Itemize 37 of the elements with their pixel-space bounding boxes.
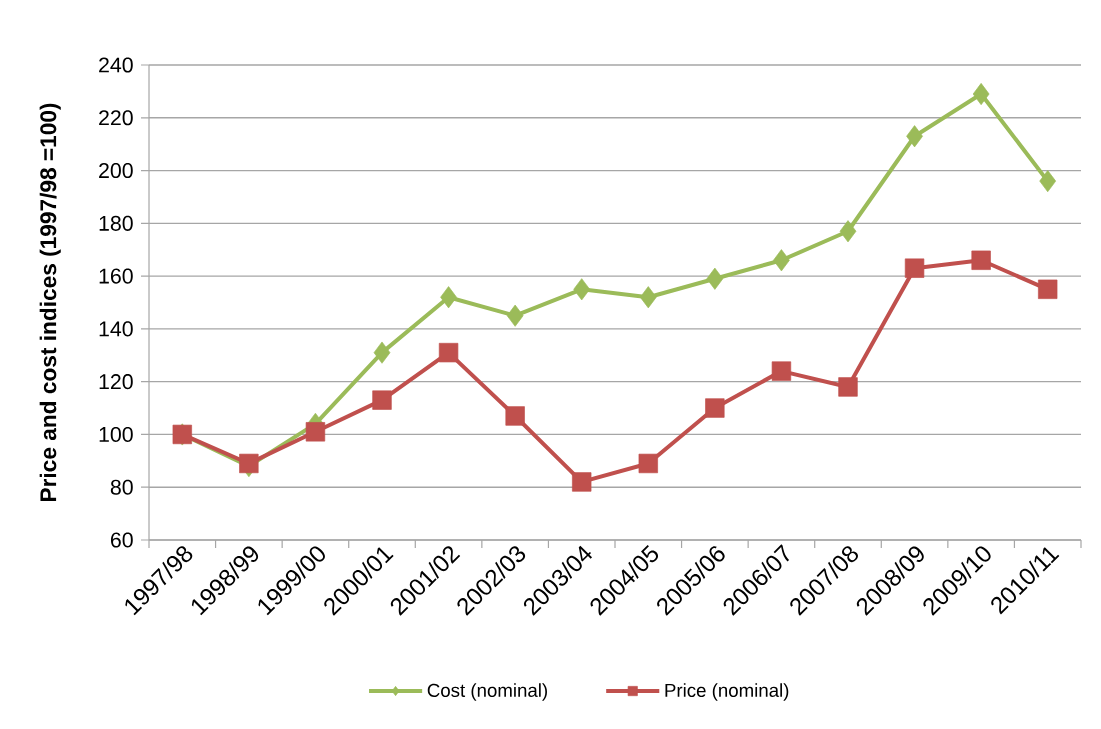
y-tick-label: 80: [110, 479, 133, 495]
point: [239, 453, 259, 474]
y-tick-label: 180: [99, 215, 133, 231]
point: [505, 406, 525, 426]
point: [971, 250, 991, 270]
point: [639, 286, 657, 309]
point: [839, 220, 857, 243]
point: [573, 278, 591, 301]
point: [572, 472, 592, 492]
y-tick-label: 100: [99, 426, 133, 442]
point: [438, 342, 459, 363]
point: [373, 341, 391, 364]
point: [771, 361, 792, 381]
y-tick-label: 120: [99, 374, 133, 390]
point: [1039, 170, 1057, 193]
y-tick-label: 240: [99, 57, 133, 73]
y-tick-label: 220: [99, 110, 133, 126]
point: [1038, 279, 1058, 299]
point: [372, 390, 392, 410]
legend-label: Cost (nominal): [427, 683, 547, 701]
point: [906, 125, 923, 148]
point: [972, 83, 990, 106]
legend-label: Price (nominal): [665, 683, 789, 701]
y-tick-label: 200: [99, 163, 133, 179]
point: [506, 304, 524, 327]
point: [305, 422, 326, 442]
point: [773, 249, 790, 272]
point: [705, 398, 725, 418]
y-tick-label: 140: [99, 321, 133, 337]
point: [904, 258, 925, 278]
point: [638, 453, 658, 474]
y-tick-label: 60: [110, 532, 133, 548]
y-tick-label: 160: [99, 268, 133, 284]
point: [706, 267, 724, 290]
point: [440, 286, 457, 309]
point: [838, 377, 858, 397]
y-axis-title: Price and cost indices (1997/98 =100): [39, 103, 61, 501]
